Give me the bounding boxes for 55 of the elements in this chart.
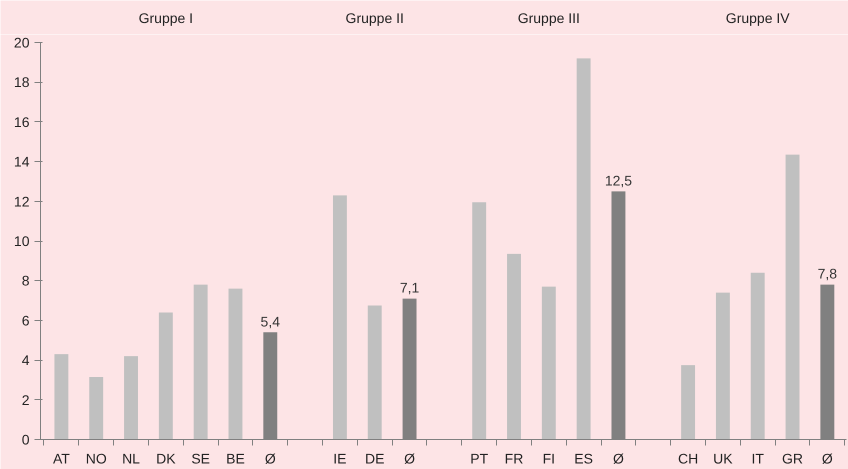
y-tick-label: 12 xyxy=(14,193,30,210)
bar xyxy=(124,356,138,440)
bar xyxy=(368,306,382,440)
y-tick-label: 2 xyxy=(22,392,30,408)
x-tick-label: Ø xyxy=(404,450,416,466)
x-tick-label: IT xyxy=(751,450,764,466)
y-tick-label: 10 xyxy=(14,233,30,249)
x-tick-label: GR xyxy=(782,450,804,466)
x-tick-label: ES xyxy=(574,450,593,466)
bar xyxy=(542,286,556,440)
x-tick-label: Ø xyxy=(613,450,624,466)
text: Gruppe IV xyxy=(726,10,790,26)
bar xyxy=(54,354,68,440)
data-label: 7,8 xyxy=(818,266,838,282)
text: Gruppe I xyxy=(138,10,194,26)
text: Gruppe II xyxy=(346,10,404,26)
x-tick-label: IE xyxy=(333,450,347,466)
bar xyxy=(576,58,591,440)
x-tick-label: BE xyxy=(226,450,245,466)
y-tick-label: 6 xyxy=(22,312,30,328)
y-tick-label: 20 xyxy=(14,34,30,50)
y-tick-label: 18 xyxy=(14,74,30,90)
x-tick-label: DE xyxy=(365,450,384,466)
bar xyxy=(750,272,765,440)
bar xyxy=(158,312,173,440)
x-tick-label: DK xyxy=(156,450,176,466)
bar xyxy=(507,254,521,440)
y-tick-label: 8 xyxy=(22,272,30,289)
bar xyxy=(472,202,486,440)
bar xyxy=(194,284,208,440)
data-label: 7,1 xyxy=(400,280,420,296)
x-tick-label: Ø xyxy=(822,450,833,466)
y-tick-label: 14 xyxy=(14,154,30,170)
y-tick-label: 4 xyxy=(22,352,30,368)
data-label: 12,5 xyxy=(604,172,632,188)
x-tick-label: NL xyxy=(122,450,140,466)
bar xyxy=(332,195,347,440)
data-label: 5,4 xyxy=(260,313,280,330)
bar xyxy=(228,288,242,440)
bar xyxy=(786,154,800,440)
bar xyxy=(716,292,730,440)
x-tick-label: PT xyxy=(470,450,489,466)
text: Gruppe III xyxy=(518,10,580,26)
bar xyxy=(681,365,696,440)
y-tick-label: 0 xyxy=(22,432,30,448)
x-tick-label: NO xyxy=(86,450,107,466)
x-tick-label: Ø xyxy=(264,450,276,466)
x-tick-label: UK xyxy=(713,450,734,466)
x-tick-label: AT xyxy=(52,450,70,466)
x-tick-label: FR xyxy=(504,450,524,466)
bar xyxy=(89,376,104,440)
y-tick-label: 16 xyxy=(14,114,30,130)
x-tick-label: FI xyxy=(542,450,556,466)
x-tick-label: SE xyxy=(191,450,210,466)
x-tick-label: CH xyxy=(678,450,698,466)
